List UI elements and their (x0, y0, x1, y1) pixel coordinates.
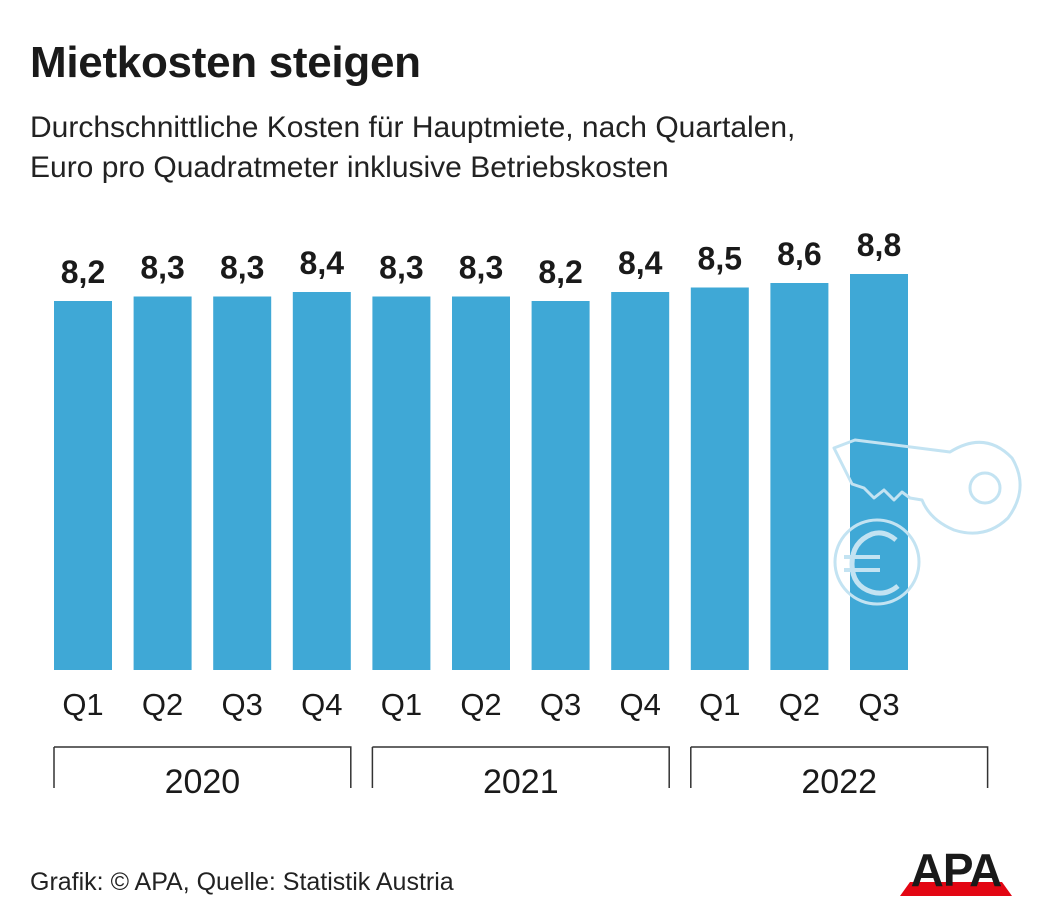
year-groups-layer: 2020 2021 2022 (53, 746, 989, 801)
quarter-label-5: Q1 (381, 687, 422, 722)
quarter-label-10: Q2 (779, 687, 820, 722)
bar-8 (611, 292, 670, 670)
quarter-label-3: Q3 (222, 687, 263, 722)
decoration-layer (832, 438, 1022, 606)
bar-11 (850, 274, 908, 670)
bar-value-label-8: 8,4 (618, 245, 663, 281)
bar-7 (531, 301, 590, 670)
year-label-2022: 2022 (801, 763, 877, 801)
quarter-label-7: Q3 (540, 687, 581, 722)
bar-value-label-11: 8,8 (857, 227, 901, 263)
bar-value-label-5: 8,3 (379, 250, 423, 286)
year-label-2020: 2020 (165, 763, 241, 801)
quarter-label-2: Q2 (142, 687, 183, 722)
source-note: Grafik: © APA, Quelle: Statistik Austria (30, 868, 454, 896)
subtitle-line-1: Durchschnittliche Kosten für Hauptmiete,… (30, 111, 796, 144)
year-bracket-2020 (53, 746, 352, 788)
bar-10 (770, 283, 829, 670)
bar-3 (213, 296, 272, 670)
quarter-labels-layer: Q1 Q2 Q3 Q4 Q1 Q2 Q3 Q4 Q1 Q2 Q3 (62, 687, 899, 722)
bar-value-label-6: 8,3 (459, 250, 503, 286)
quarter-label-9: Q1 (699, 687, 740, 722)
quarter-label-1: Q1 (62, 687, 103, 722)
bar-value-label-9: 8,5 (698, 241, 742, 277)
bar-9 (690, 287, 749, 670)
bar-value-label-1: 8,2 (61, 254, 105, 290)
quarter-label-8: Q4 (620, 687, 661, 722)
year-bracket-2021 (371, 746, 670, 788)
quarter-label-11: Q3 (858, 687, 899, 722)
quarter-label-4: Q4 (301, 687, 342, 722)
bar-5 (372, 296, 431, 670)
apa-logo: APA (900, 846, 1012, 896)
bar-2 (133, 296, 192, 670)
bar-value-label-2: 8,3 (140, 250, 184, 286)
bar-value-label-10: 8,6 (777, 236, 821, 272)
apa-logo-text: APA (911, 846, 1002, 896)
quarter-label-6: Q2 (460, 687, 501, 722)
bar-value-label-4: 8,4 (300, 245, 345, 281)
bars-layer (54, 274, 908, 670)
key-icon (832, 438, 1022, 535)
euro-coin-icon (833, 518, 921, 606)
bar-value-label-3: 8,3 (220, 250, 264, 286)
year-label-2021: 2021 (483, 763, 559, 801)
year-bracket-2022 (690, 746, 989, 788)
chart-subtitle: Durchschnittliche Kosten für Hauptmiete,… (30, 108, 795, 188)
subtitle-line-2: Euro pro Quadratmeter inklusive Betriebs… (30, 151, 669, 184)
chart-title: Mietkosten steigen (30, 38, 421, 87)
bar-1 (54, 301, 112, 670)
bar-6 (452, 296, 510, 670)
apa-logo-accent (900, 882, 1012, 896)
bar-4 (292, 292, 351, 670)
value-labels-layer: 8,2 8,3 8,3 8,4 8,3 8,3 8,2 8,4 8,5 8,6 8,8 (61, 227, 901, 290)
bar-value-label-7: 8,2 (538, 254, 582, 290)
